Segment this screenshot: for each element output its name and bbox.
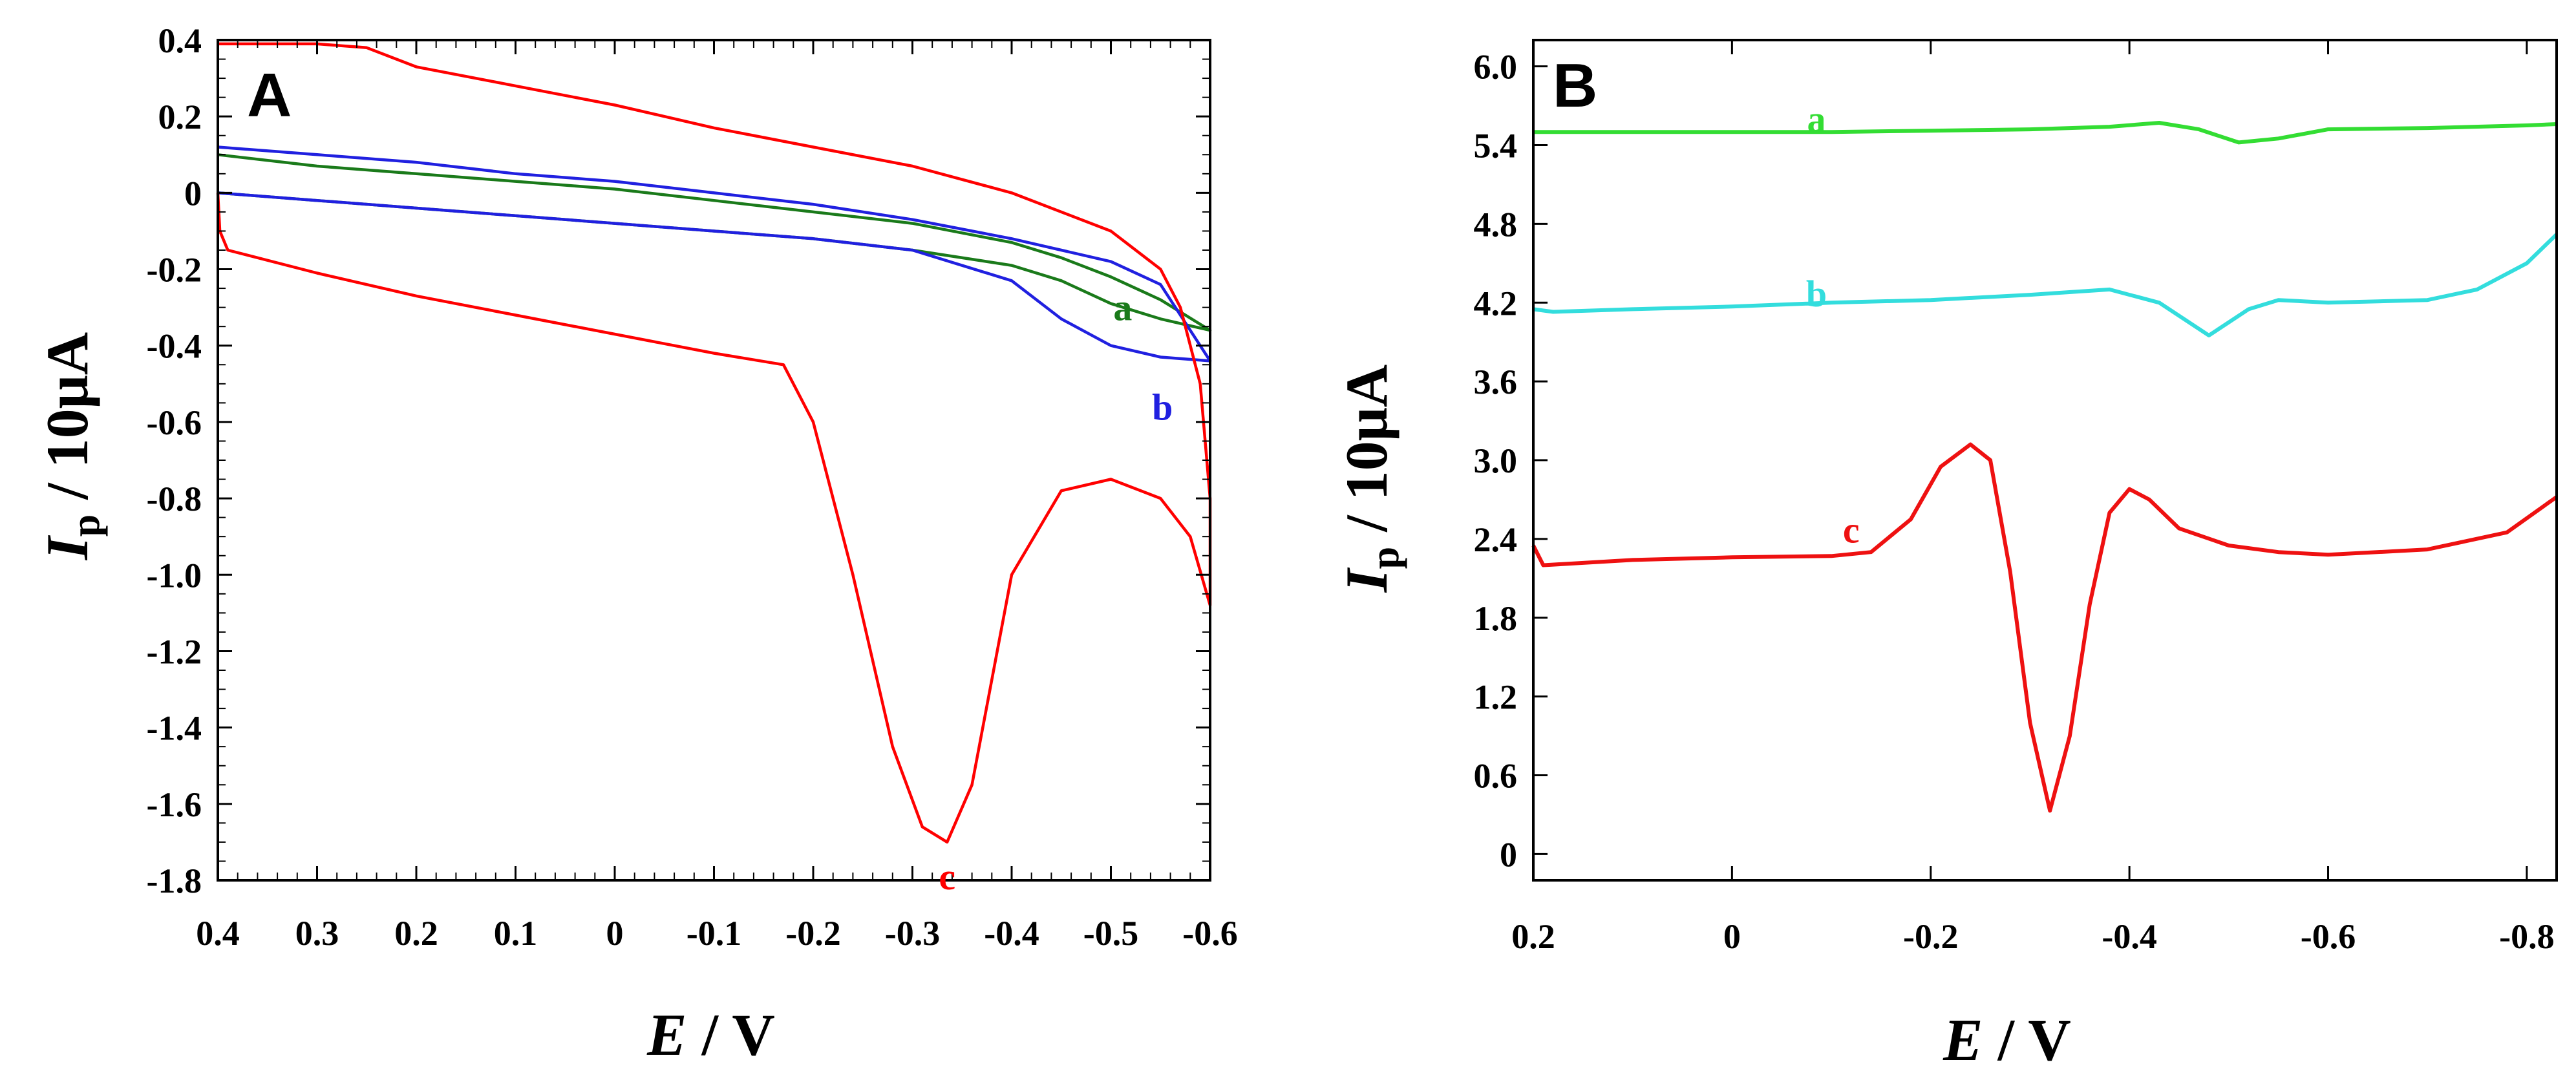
- panel-b-x-tick-label: -0.8: [2499, 917, 2554, 956]
- panel-b-curve-label-b: b: [1806, 273, 1827, 315]
- panel-b-y-axis-title: Ip / 10μA: [1334, 365, 1407, 593]
- panel-b-y-tick-label: 0.6: [1474, 757, 1518, 796]
- panel-a-y-tick-label: -1.8: [147, 862, 202, 900]
- panel-a: 0.4 0.3 0.2 0.1 0 -0.1 -0.2 -0.3 -0.4 -0.5 -0.6 0.…: [34, 21, 1238, 1068]
- panel-a-y-tick-label: 0.4: [158, 21, 202, 60]
- panel-b-y-tick-labels: 6.0 5.4 4.8 4.2 3.6 3.0 2.4 1.8 1.2 0.6 0: [1474, 48, 1518, 874]
- panel-b-curve-label-c: c: [1843, 509, 1860, 551]
- panel-b-x-tick-label: 0: [1723, 917, 1741, 956]
- panel-b-x-tick-label: -0.4: [2102, 917, 2156, 956]
- panel-a-title: A: [247, 61, 292, 130]
- panel-a-x-tick-label: 0.2: [394, 914, 438, 953]
- panel-a-y-tick-label: -1.6: [147, 785, 202, 824]
- panel-b-curve-c: [1531, 442, 2558, 813]
- panel-b-y-tick-label: 6.0: [1474, 48, 1518, 87]
- panel-b-curve-b: [1533, 233, 2559, 337]
- panel-b-curve-labels: a b c: [1806, 98, 1860, 551]
- panel-b-y-tick-label: 5.4: [1474, 127, 1518, 165]
- panel-a-ticks: [217, 39, 1211, 882]
- panel-b-curves: [1531, 121, 2559, 813]
- panel-b-x-tick-label: -0.2: [1903, 917, 1958, 956]
- panel-a-x-tick-labels: 0.4 0.3 0.2 0.1 0 -0.1 -0.2 -0.3 -0.4 -0.5 -0.6: [196, 914, 1237, 953]
- panel-b-x-tick-labels: 0.2 0 -0.2 -0.4 -0.6 -0.8: [1511, 917, 2554, 956]
- panel-a-frame: [217, 39, 1211, 882]
- panel-a-y-tick-label: -0.8: [147, 480, 202, 518]
- panel-b-x-tick-label: -0.6: [2301, 917, 2356, 956]
- panel-a-x-tick-label: -0.5: [1083, 914, 1138, 953]
- panel-a-y-tick-label: -1.2: [147, 632, 202, 671]
- panel-a-curve-label-b: b: [1152, 386, 1173, 428]
- panel-a-x-tick-label: -0.1: [687, 914, 741, 953]
- panel-a-y-tick-label: -1.4: [147, 709, 202, 748]
- panel-b-y-tick-label: 2.4: [1474, 520, 1518, 559]
- panel-b-frame: [1532, 39, 2558, 882]
- panel-a-curve-labels: a b c: [939, 287, 1173, 898]
- panel-a-y-tick-label: 0.2: [158, 98, 202, 136]
- panel-a-curve-label-c: c: [939, 856, 955, 898]
- panel-b-y-tick-label: 3.0: [1474, 441, 1518, 480]
- panel-a-y-tick-label: -0.4: [147, 327, 202, 366]
- panel-a-x-tick-label: -0.2: [785, 914, 840, 953]
- panel-a-y-tick-label: -0.2: [147, 251, 202, 290]
- panel-b: 0.2 0 -0.2 -0.4 -0.6 -0.8 6.0 5.4 4.8 4.2 3.6 3.0 2…: [1334, 39, 2559, 1073]
- panel-b-y-tick-label: 1.8: [1474, 599, 1518, 638]
- panel-a-y-tick-label: -1.0: [147, 556, 202, 595]
- panel-a-x-tick-label: 0.4: [196, 914, 240, 953]
- panel-a-y-tick-labels: 0.4 0.2 0 -0.2 -0.4 -0.6 -0.8 -1.0 -1.2 -1.4 -1.6 -…: [147, 21, 202, 900]
- panel-a-curve-label-a: a: [1113, 287, 1132, 329]
- panel-b-curve-a: [1533, 121, 2557, 145]
- panel-a-x-tick-label: -0.4: [984, 914, 1039, 953]
- panel-b-title: B: [1553, 51, 1597, 120]
- panel-b-y-tick-label: 4.8: [1474, 205, 1518, 244]
- panel-b-y-tick-label: 0: [1500, 835, 1517, 874]
- panel-a-x-tick-label: -0.3: [885, 914, 940, 953]
- panel-a-curve-c: [216, 42, 1212, 844]
- panel-b-x-axis-title: E / V: [1943, 1007, 2071, 1073]
- panel-a-y-axis-title: Ip / 10μA: [34, 332, 108, 560]
- panel-a-y-tick-label: 0: [184, 174, 202, 213]
- panel-a-x-axis-title: E / V: [646, 1002, 775, 1068]
- panel-b-curve-label-a: a: [1807, 98, 1826, 140]
- panel-b-x-tick-label: 0.2: [1511, 917, 1555, 956]
- panel-b-y-tick-label: 3.6: [1474, 363, 1518, 401]
- panel-a-x-tick-label: -0.6: [1182, 914, 1237, 953]
- panel-a-x-tick-label: 0.3: [295, 914, 339, 953]
- panel-a-x-tick-label: 0.1: [494, 914, 538, 953]
- panel-b-y-tick-label: 1.2: [1474, 678, 1518, 717]
- panel-a-x-tick-label: 0: [606, 914, 624, 953]
- panel-a-y-tick-label: -0.6: [147, 403, 202, 442]
- panel-b-y-tick-label: 4.2: [1474, 284, 1518, 323]
